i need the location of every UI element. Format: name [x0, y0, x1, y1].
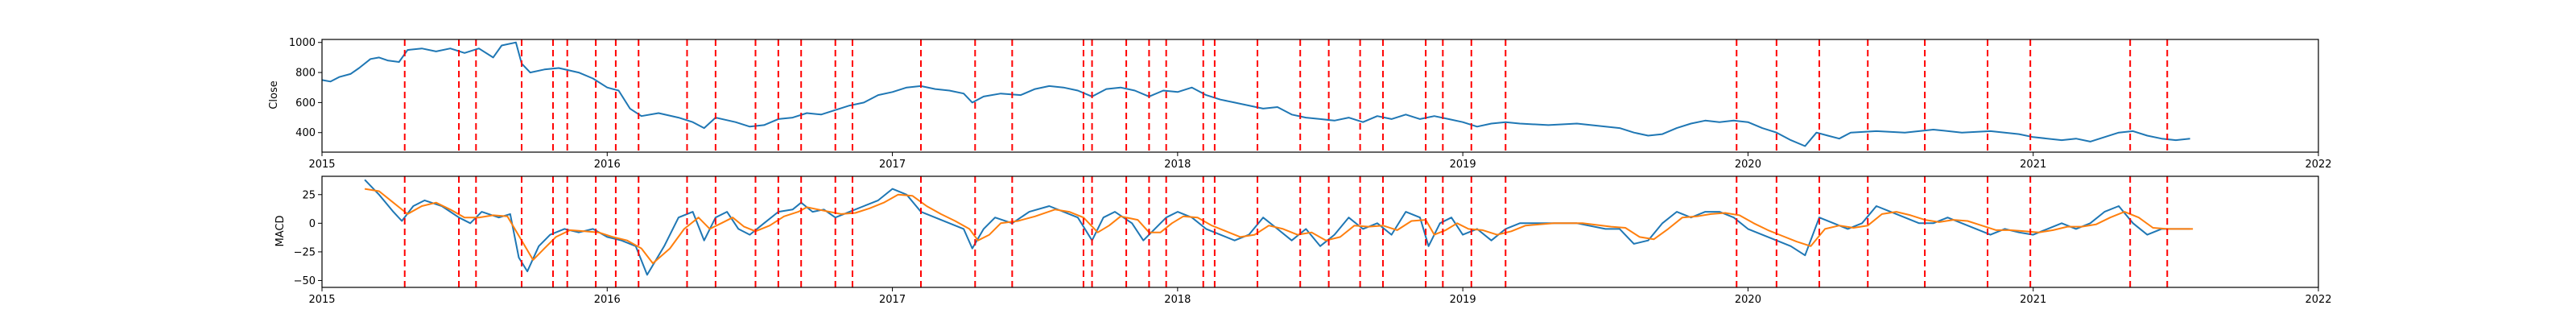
close-x-tick-label-2017: 2017 — [879, 159, 906, 171]
macd-y-tick-label-0: 0 — [309, 218, 316, 230]
macd-x-tick-label-2017: 2017 — [879, 294, 906, 306]
macd-y-tick-label--25: −25 — [294, 246, 316, 258]
close-y-axis-label: Close — [268, 80, 280, 109]
macd-x-tick-label-2021: 2021 — [2020, 294, 2046, 306]
macd-y-axis-label: MACD — [275, 216, 287, 247]
close-y-tick-label-800: 800 — [295, 68, 316, 80]
macd-axes-frame — [321, 175, 2319, 288]
macd-plot-area: 2015 2016 2017 2018 2019 2020 2021 2022 −50 −25 0 2… — [294, 175, 2332, 306]
macd-y-tick-label-25: 25 — [302, 189, 316, 201]
close-y-tick-label-1000: 1000 — [289, 37, 316, 49]
macd-x-tick-label-2016: 2016 — [594, 294, 621, 306]
macd-y-tick-label--50: −50 — [294, 275, 316, 287]
close-y-tick-label-600: 600 — [295, 97, 316, 109]
macd-x-tick-label-2020: 2020 — [1735, 294, 1761, 306]
close-price-panel: Close 2015 2016 2017 2018 2019 2020 2021 2022 40… — [268, 37, 2332, 171]
close-x-tick-label-2019: 2019 — [1450, 159, 1476, 171]
macd-series-line-1 — [364, 179, 2190, 276]
close-y-tick-label-400: 400 — [295, 127, 316, 139]
close-x-tick-label-2022: 2022 — [2305, 159, 2331, 171]
close-x-tick-label-2020: 2020 — [1735, 159, 1761, 171]
macd-x-tick-label-2015: 2015 — [308, 294, 335, 306]
macd-series-line-2 — [364, 188, 2194, 265]
close-x-tick-label-2018: 2018 — [1164, 159, 1191, 171]
close-series-line-1 — [321, 41, 2190, 147]
macd-x-tick-label-2022: 2022 — [2305, 294, 2331, 306]
close-x-tick-label-2015: 2015 — [308, 159, 335, 171]
macd-panel: MACD 2015 2016 2017 2018 2019 2020 2021 2022 −50… — [275, 175, 2332, 306]
close-plot-area: 2015 2016 2017 2018 2019 2020 2021 2022 400 600 80… — [289, 37, 2332, 171]
close-x-tick-label-2021: 2021 — [2020, 159, 2046, 171]
close-x-tick-label-2016: 2016 — [594, 159, 621, 171]
macd-x-tick-label-2018: 2018 — [1164, 294, 1191, 306]
macd-x-tick-label-2019: 2019 — [1450, 294, 1476, 306]
close-axes-frame — [321, 39, 2319, 153]
